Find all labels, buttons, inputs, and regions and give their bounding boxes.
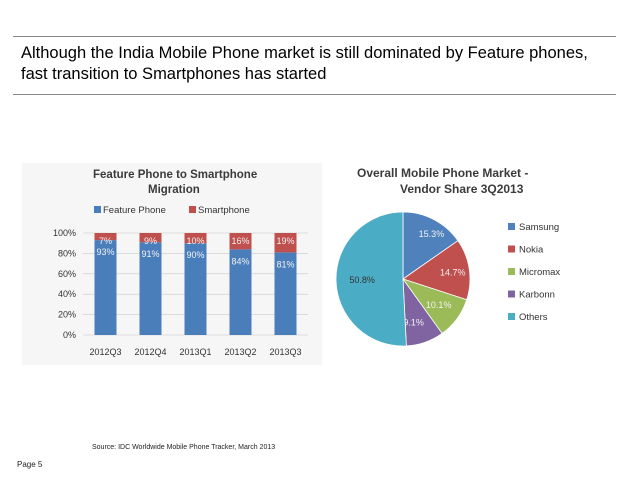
- source-note: Source: IDC Worldwide Mobile Phone Track…: [92, 444, 276, 451]
- bar-smartphone-2013q1: [184, 233, 207, 244]
- bar-chart-marks: 93%7% 2012Q3 91% 9% 2012Q4 90% 10% 2013Q1 84% 16%…: [89, 233, 302, 357]
- bar-smartphone-2013q3: [274, 233, 297, 253]
- legend-swatch-samsung: [508, 223, 515, 230]
- title-divider-rule: [13, 94, 616, 95]
- legend-label-samsung: Samsung: [519, 222, 559, 233]
- legend-label-nokia: Nokia: [519, 245, 544, 256]
- bar-feature-phone-2013q1: [184, 243, 207, 335]
- legend-label-others: Others: [519, 312, 548, 323]
- pie-slice-others: [335, 211, 407, 347]
- y-tick-label: 20%: [58, 310, 76, 320]
- bar-chart-title-line1: Feature Phone to Smartphone: [93, 169, 257, 181]
- x-tick-label: 2013Q2: [224, 347, 256, 357]
- bar-value-label: 19%: [276, 236, 294, 246]
- y-tick-label: 60%: [58, 269, 76, 279]
- bar-value-label: 16%: [231, 236, 249, 246]
- bar-smartphone-2012q4: [139, 233, 162, 243]
- legend-swatch-feature-phone: [94, 206, 101, 213]
- bar-feature-phone-2012q3: [94, 240, 117, 335]
- y-tick-label: 40%: [58, 289, 76, 299]
- legend-swatch-micromax: [508, 268, 515, 275]
- pie-slice-nokia: [402, 240, 471, 301]
- bar-feature-phone-2013q2: [229, 249, 252, 335]
- x-tick-label: 2013Q3: [269, 347, 301, 357]
- y-tick-label: 100%: [53, 228, 76, 238]
- stacked-bar-chart: Feature Phone to Smartphone Migration Fe…: [53, 169, 308, 357]
- bar-feature-phone-2012q4: [139, 242, 162, 335]
- pie-slice-label: 50.8%: [349, 275, 375, 285]
- pie-slice-label: 14.7%: [440, 267, 466, 277]
- legend-label-smartphone: Smartphone: [198, 205, 250, 216]
- pie-chart-marks: 15.3% 14.7% 10.1%9.1% 50.8%: [335, 211, 471, 347]
- legend-label-micromax: Micromax: [519, 267, 560, 278]
- bar-value-label: 84%: [231, 256, 249, 266]
- pie-slice-label: 10.1%: [426, 300, 452, 310]
- top-rule: [13, 36, 616, 37]
- bar-smartphone-2012q3: [94, 233, 117, 241]
- legend-swatch-karbonn: [508, 290, 515, 298]
- pie-chart: Overall Mobile Phone Market - Vendor Sha…: [335, 166, 560, 347]
- bar-value-label: 90%: [186, 250, 204, 260]
- bar-chart-title-line2: Migration: [148, 184, 200, 196]
- bar-value-label: 91%: [141, 249, 159, 259]
- bar-chart-axis: 0% 20% 40% 60% 80% 100%: [53, 228, 308, 340]
- bar-smartphone-2013q2: [229, 233, 252, 250]
- legend-label-feature-phone: Feature Phone: [103, 205, 166, 216]
- pie-chart-title-line2: Vendor Share 3Q2013: [400, 182, 524, 196]
- pie-chart-legend: Samsung Nokia Micromax Karbonn Others: [508, 222, 560, 323]
- bar-value-label: 7%: [99, 236, 112, 246]
- bar-value-label: 9%: [144, 236, 157, 246]
- page-number: Page 5: [17, 460, 43, 469]
- bar-feature-phone-2013q3: [274, 252, 297, 335]
- x-tick-label: 2012Q4: [134, 347, 166, 357]
- legend-label-karbonn: Karbonn: [519, 290, 555, 301]
- x-tick-label: 2012Q3: [89, 347, 121, 357]
- page-title: Although the India Mobile Phone market i…: [21, 44, 588, 83]
- pie-slice-samsung: [402, 211, 459, 280]
- legend-swatch-nokia: [508, 245, 515, 253]
- bar-value-label: 93%: [96, 247, 114, 257]
- pie-chart-title-line1: Overall Mobile Phone Market -: [357, 166, 528, 180]
- bar-chart-panel: [22, 163, 322, 365]
- y-tick-label: 80%: [58, 248, 76, 258]
- y-tick-label: 0%: [63, 330, 76, 340]
- pie-slice-label: 9.1%: [403, 318, 424, 328]
- legend-swatch-smartphone: [189, 206, 196, 213]
- legend-swatch-others: [508, 313, 515, 320]
- x-tick-label: 2013Q1: [179, 347, 211, 357]
- bar-value-label: 81%: [276, 259, 294, 269]
- bar-value-label: 10%: [186, 236, 204, 246]
- pie-slice-label: 15.3%: [419, 229, 445, 239]
